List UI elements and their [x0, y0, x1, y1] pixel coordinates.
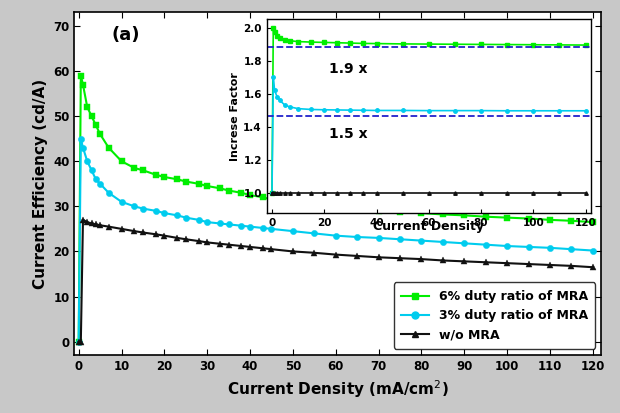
Legend: 6% duty ratio of MRA, 3% duty ratio of MRA, w/o MRA: 6% duty ratio of MRA, 3% duty ratio of M… — [394, 282, 595, 349]
Text: (a): (a) — [112, 26, 140, 44]
Y-axis label: Current Efficiency (cd/A): Current Efficiency (cd/A) — [33, 79, 48, 289]
X-axis label: Current Density (mA/cm$^2$): Current Density (mA/cm$^2$) — [227, 379, 449, 400]
Text: Current Density: Current Density — [373, 220, 484, 233]
